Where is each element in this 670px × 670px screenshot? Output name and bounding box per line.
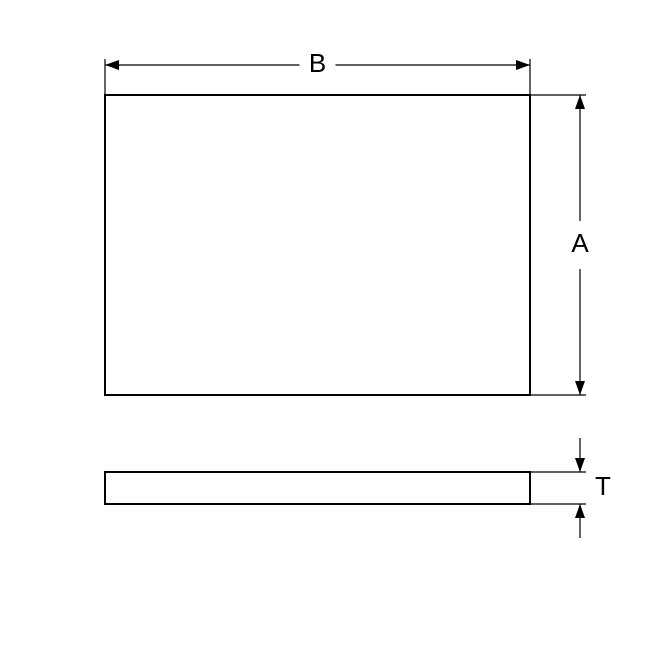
dim-width-label: B xyxy=(309,48,326,78)
dim-thickness-arrow-top xyxy=(575,458,585,472)
dim-height-label: A xyxy=(571,228,589,258)
dim-thickness-arrow-bottom xyxy=(575,504,585,518)
dim-height-arrow-bottom xyxy=(575,381,585,395)
dim-width-arrow-right xyxy=(516,60,530,70)
side-view-rect xyxy=(105,472,530,504)
dim-thickness: T xyxy=(530,438,611,538)
dim-thickness-label: T xyxy=(595,471,611,501)
dim-width: B xyxy=(105,48,530,95)
top-view: B A xyxy=(105,48,589,395)
dim-height-arrow-top xyxy=(575,95,585,109)
top-view-rect xyxy=(105,95,530,395)
dim-height: A xyxy=(530,95,589,395)
side-view: T xyxy=(105,438,611,538)
dim-width-arrow-left xyxy=(105,60,119,70)
